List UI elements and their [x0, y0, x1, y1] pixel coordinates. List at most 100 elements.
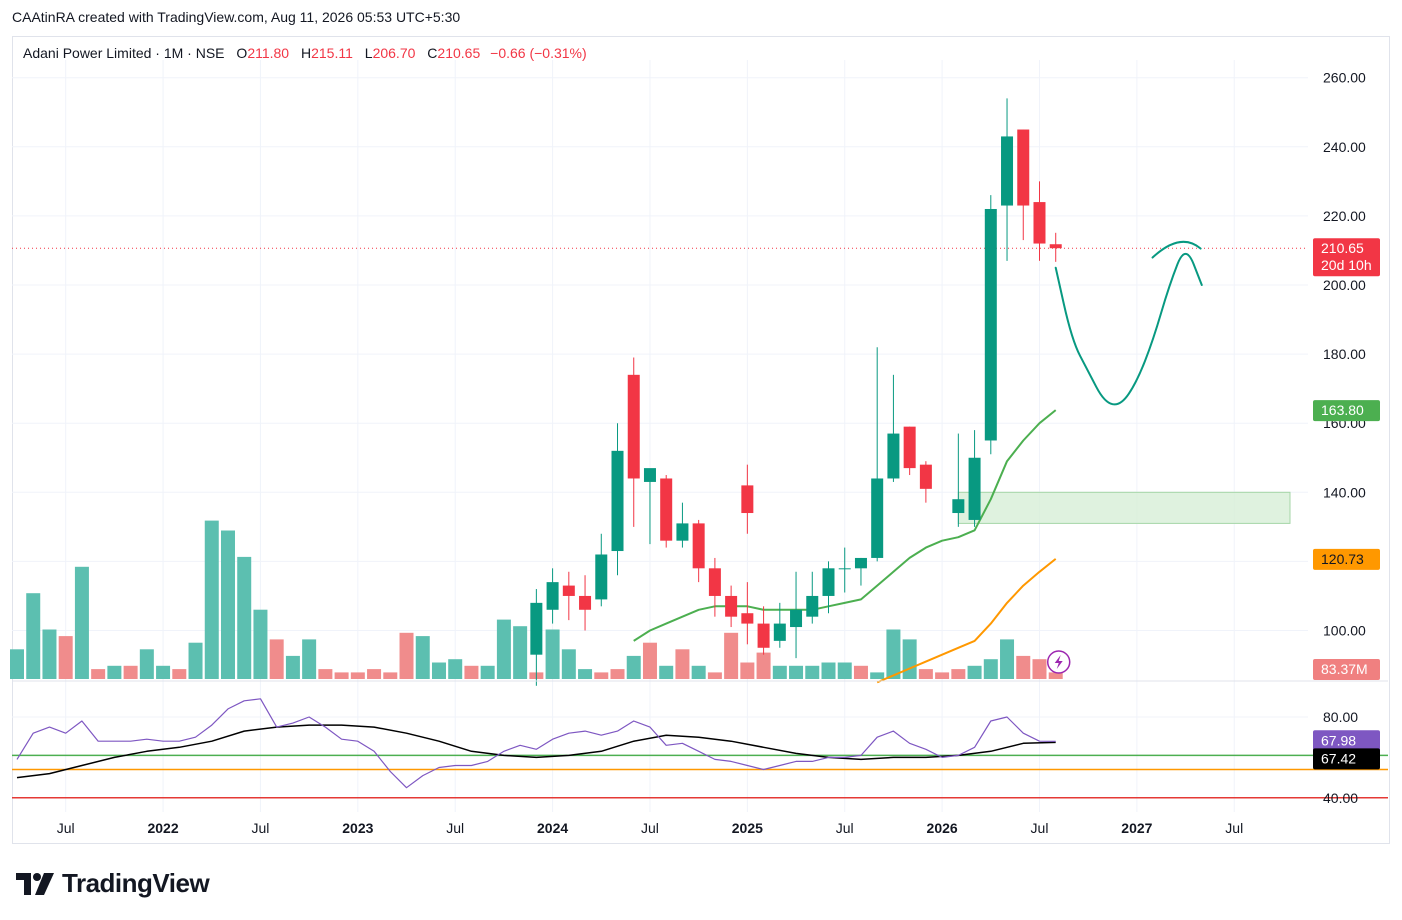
volume-bar	[139, 649, 154, 679]
low-value: 206.70	[372, 45, 416, 61]
symbol-name[interactable]: Adani Power Limited · 1M · NSE	[23, 45, 225, 61]
volume-bar	[707, 672, 722, 679]
price-tick-label: 260.00	[1323, 70, 1366, 86]
candle	[806, 571, 819, 624]
volume-bar	[578, 669, 593, 679]
last-price-tag-bg	[1313, 238, 1380, 277]
candle-body	[968, 457, 981, 520]
candle	[627, 357, 640, 527]
candle-body	[741, 485, 754, 514]
ema-slow-line	[876, 558, 1057, 684]
candle	[741, 464, 754, 534]
price-tick-label: 100.00	[1323, 623, 1366, 639]
candle	[595, 533, 608, 607]
candle-body	[546, 582, 559, 610]
volume-bar	[967, 665, 982, 679]
price-tick-label: 220.00	[1323, 208, 1366, 224]
candle	[1017, 129, 1030, 241]
volume-bar	[10, 649, 24, 679]
volume-bar	[42, 629, 57, 679]
tradingview-brand[interactable]: TradingView	[16, 868, 210, 899]
volume-bar	[415, 636, 430, 679]
candle	[790, 571, 803, 659]
volume-bar	[172, 669, 187, 679]
volume-bar	[610, 669, 625, 679]
chart-frame	[12, 36, 1390, 844]
volume-bar	[350, 672, 365, 679]
volume-bar	[91, 669, 106, 679]
close-value: 210.65	[437, 45, 481, 61]
open-value: 211.80	[247, 45, 290, 61]
volume-bar	[431, 662, 446, 679]
alert-lightning-icon[interactable]	[1046, 650, 1071, 674]
ema-slow-tag-text: 120.73	[1321, 551, 1364, 567]
volume-bar	[561, 649, 576, 679]
volume-bar	[220, 530, 235, 679]
volume-bar	[756, 652, 771, 679]
ema-fast-line	[633, 409, 1057, 642]
change-value: −0.66 (−0.31%)	[490, 45, 587, 61]
candle	[968, 430, 981, 527]
ema-fast-tag-bg	[1313, 400, 1380, 422]
candle-body	[984, 208, 997, 441]
candle-body	[1049, 244, 1062, 249]
candle-body	[595, 554, 608, 600]
volume-bar	[107, 665, 122, 679]
volume-bar	[740, 662, 755, 679]
volume-bar	[870, 672, 885, 679]
symbol-legend: Adani Power Limited · 1M · NSE O211.80 H…	[23, 45, 587, 61]
candle	[708, 557, 721, 617]
volume-bar	[724, 632, 739, 679]
projection-arc	[1151, 240, 1202, 259]
close-label: C	[427, 45, 438, 61]
candle	[643, 468, 656, 545]
volume-bar	[918, 669, 933, 679]
price-tick-label: 200.00	[1323, 277, 1366, 293]
volume-bar	[675, 649, 690, 679]
last-price-tag-text: 210.65	[1321, 240, 1364, 256]
high-label: H	[300, 45, 312, 61]
volume-bar	[448, 659, 463, 679]
volume-bar	[902, 639, 917, 679]
rsi-line	[16, 698, 1056, 789]
candle	[952, 433, 965, 527]
candle-body	[919, 464, 932, 489]
candle	[773, 602, 786, 648]
candle-body	[579, 595, 592, 610]
candle-body	[838, 568, 851, 570]
volume-bar	[659, 665, 674, 679]
candle	[903, 426, 916, 476]
volume-bar	[302, 639, 317, 679]
candle-body	[643, 468, 656, 482]
candle	[822, 561, 835, 614]
candle-body	[708, 568, 721, 596]
candle	[757, 606, 770, 655]
volume-bar	[156, 665, 171, 679]
rsi-tag-text: 67.98	[1321, 732, 1356, 748]
volume-bar	[58, 636, 73, 679]
candle-body	[773, 623, 786, 641]
time-tick-label: Jul	[1225, 820, 1243, 836]
volume-bar	[464, 665, 479, 679]
open-label: O	[236, 45, 248, 61]
rsi-ma-tag-text: 67.42	[1321, 750, 1356, 766]
volume-bar	[594, 672, 609, 679]
candle-body	[1001, 136, 1014, 206]
candle	[660, 475, 673, 548]
time-tick-label: Jul	[1031, 820, 1049, 836]
candle-body	[806, 595, 819, 617]
volume-bar	[1048, 672, 1063, 679]
candle	[984, 195, 997, 455]
candle-body	[530, 602, 543, 655]
volume-bar	[399, 632, 414, 679]
rsi-ma-tag-bg	[1313, 748, 1380, 770]
candle	[1001, 98, 1014, 261]
candle	[579, 575, 592, 631]
candle-body	[757, 623, 770, 648]
price-tick-label: 240.00	[1323, 139, 1366, 155]
candle	[692, 519, 705, 583]
volume-bar	[123, 665, 138, 679]
candle-body	[692, 523, 705, 569]
